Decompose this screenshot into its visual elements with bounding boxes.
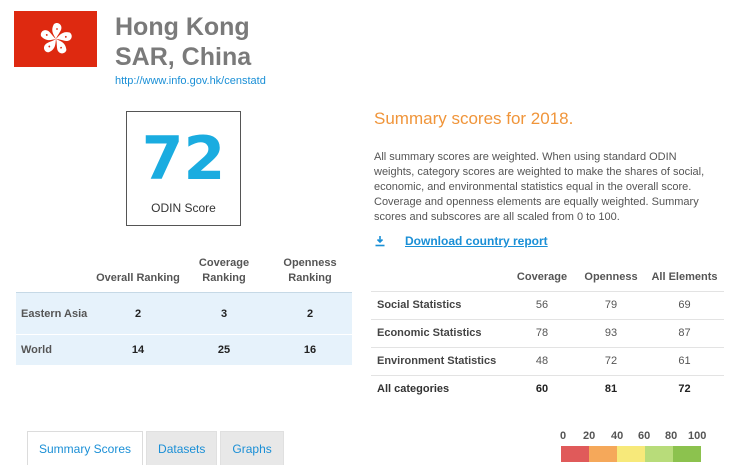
download-icon [375, 236, 385, 247]
odin-score-box: 72 ODIN Score [126, 111, 241, 226]
summary-category: All categories [371, 374, 507, 403]
table-row: World 14 25 16 [16, 334, 352, 365]
country-title: Hong Kong SAR, China [115, 12, 251, 72]
summary-all: 72 [645, 374, 724, 403]
legend-label: 100 [688, 430, 707, 442]
summary-coverage: 60 [507, 374, 577, 403]
summary-openness: 81 [577, 374, 645, 403]
ranking-header-overall: Overall Ranking [96, 272, 180, 284]
legend-label: 20 [583, 430, 596, 442]
source-url-link[interactable]: http://www.info.gov.hk/censtatd [115, 75, 266, 87]
ranking-region: Eastern Asia [16, 292, 96, 335]
legend-segment [673, 446, 701, 462]
summary-header-row: Coverage Openness All Elements [371, 265, 724, 291]
summary-coverage: 56 [507, 290, 577, 319]
ranking-overall: 2 [96, 292, 180, 335]
summary-coverage: 48 [507, 346, 577, 375]
legend-labels: 0 20 40 60 80 100 [560, 430, 706, 444]
score-color-legend: 0 20 40 60 80 100 [560, 430, 706, 462]
odin-score-value: 72 [141, 124, 226, 194]
table-row: All categories 60 81 72 [371, 374, 724, 403]
tab-summary-scores[interactable]: Summary Scores [27, 431, 144, 465]
summary-category: Economic Statistics [371, 318, 507, 347]
ranking-coverage: 3 [180, 292, 268, 335]
ranking-overall: 14 [96, 334, 180, 365]
ranking-openness: 16 [268, 334, 352, 365]
summary-header-all: All Elements [651, 270, 718, 283]
download-report-link[interactable]: Download country report [374, 234, 548, 248]
ranking-header-row: Overall Ranking Coverage Ranking Opennes… [16, 254, 352, 293]
ranking-region: World [16, 334, 96, 365]
bauhinia-icon [39, 22, 73, 56]
ranking-header-blank [16, 254, 96, 293]
summary-header-openness: Openness [584, 270, 638, 283]
summary-category: Environment Statistics [371, 346, 507, 375]
summary-openness: 79 [577, 290, 645, 319]
legend-label: 60 [638, 430, 651, 442]
summary-all: 87 [645, 318, 724, 347]
summary-coverage: 78 [507, 318, 577, 347]
ranking-table: Overall Ranking Coverage Ranking Opennes… [16, 254, 352, 365]
download-report-label: Download country report [405, 234, 548, 248]
summary-category: Social Statistics [371, 290, 507, 319]
summary-all: 61 [645, 346, 724, 375]
ranking-openness: 2 [268, 292, 352, 335]
summary-openness: 93 [577, 318, 645, 347]
summary-title: Summary scores for 2018. [374, 109, 574, 128]
summary-openness: 72 [577, 346, 645, 375]
ranking-header-openness: Openness Ranking [283, 257, 337, 284]
summary-header-coverage: Coverage [516, 270, 568, 283]
tab-graphs[interactable]: Graphs [220, 431, 284, 465]
hong-kong-flag-icon [14, 11, 97, 67]
table-row: Economic Statistics 78 93 87 [371, 318, 724, 347]
legend-label: 40 [611, 430, 624, 442]
legend-segment [589, 446, 617, 462]
legend-label: 0 [560, 430, 567, 442]
summary-header-blank [371, 265, 507, 291]
table-row: Eastern Asia 2 3 2 [16, 292, 352, 335]
ranking-coverage: 25 [180, 334, 268, 365]
ranking-header-coverage: Coverage Ranking [198, 257, 250, 284]
summary-scores-table: Coverage Openness All Elements Social St… [371, 265, 724, 403]
table-row: Environment Statistics 48 72 61 [371, 346, 724, 375]
tab-datasets[interactable]: Datasets [146, 431, 218, 465]
summary-description: All summary scores are weighted. When us… [374, 151, 705, 223]
country-title-line1: Hong Kong [115, 13, 250, 41]
summary-all: 69 [645, 290, 724, 319]
legend-segment [617, 446, 645, 462]
view-tabs: Summary Scores Datasets Graphs [27, 431, 287, 465]
legend-label: 80 [665, 430, 678, 442]
legend-color-bar [561, 446, 701, 462]
table-row: Social Statistics 56 79 69 [371, 290, 724, 319]
country-title-line2: SAR, China [115, 43, 252, 71]
legend-segment [561, 446, 589, 462]
legend-segment [645, 446, 673, 462]
odin-score-label: ODIN Score [151, 201, 216, 215]
